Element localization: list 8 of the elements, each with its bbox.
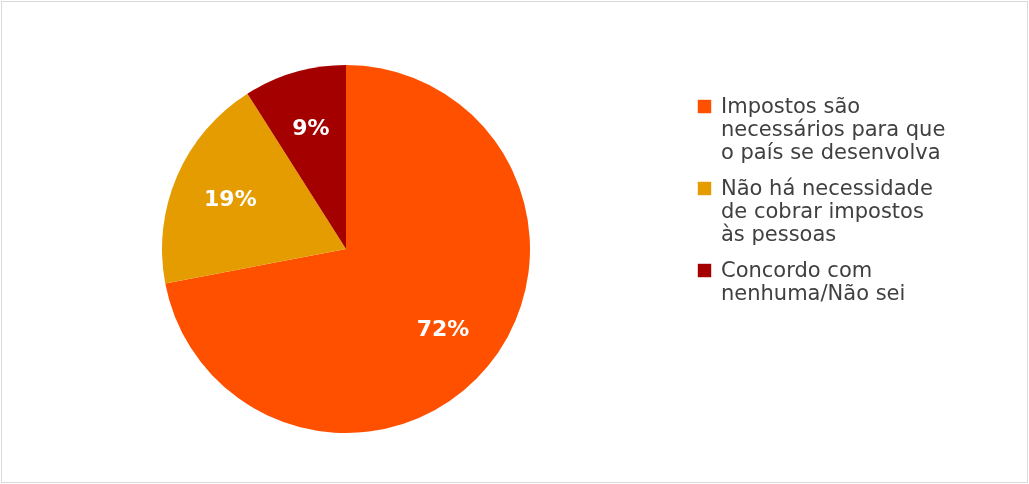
legend-label: Concordo com nenhuma/Não sei	[721, 257, 906, 305]
legend-label: Impostos são necessários para que o país se desenvolva	[721, 93, 946, 164]
pie-slice	[162, 93, 346, 284]
data-label: 72%	[416, 316, 470, 342]
data-label: 19%	[204, 185, 257, 211]
legend-label: Não há necessidade de cobrar impostos às pessoas	[721, 175, 933, 246]
data-label: 9%	[292, 115, 330, 140]
pie-slice	[165, 65, 530, 433]
